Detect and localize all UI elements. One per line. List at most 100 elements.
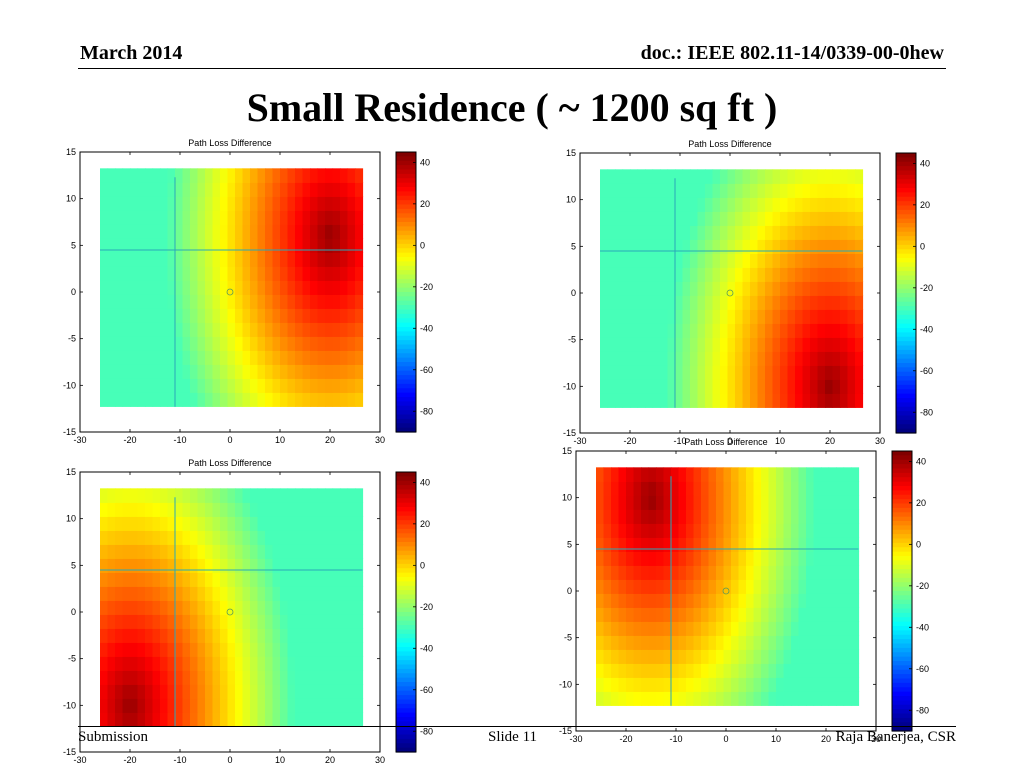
heatmap-cell: [257, 628, 266, 643]
heatmap-cell: [227, 544, 236, 559]
heatmap-cell: [280, 364, 289, 379]
heatmap-cell: [250, 488, 259, 503]
colorbar-segment: [892, 722, 912, 728]
heatmap-cell: [825, 351, 834, 366]
heatmap-cell: [317, 378, 326, 393]
heatmap-cell: [265, 364, 274, 379]
heatmap-cell: [137, 238, 146, 253]
heatmap-cell: [663, 481, 672, 496]
heatmap-cell: [855, 351, 864, 366]
heatmap-cell: [205, 336, 214, 351]
heatmap-cell: [242, 238, 251, 253]
heatmap-cell: [656, 649, 665, 664]
heatmap-cell: [832, 351, 841, 366]
heatmap-cell: [723, 509, 732, 524]
heatmap-cell: [813, 495, 822, 510]
heatmap-cell: [100, 294, 109, 309]
heatmap-cell: [137, 210, 146, 225]
heatmap-cell: [738, 509, 747, 524]
heatmap-cell: [182, 544, 191, 559]
heatmap-cell: [690, 337, 699, 352]
heatmap-cell: [712, 225, 721, 240]
heatmap-cell: [836, 509, 845, 524]
colorbar-segment: [396, 568, 416, 574]
colorbar-segment: [896, 332, 916, 338]
heatmap-cell: [753, 551, 762, 566]
heatmap-cell: [332, 392, 341, 407]
heatmap-cell: [257, 642, 266, 657]
heatmap-cell: [667, 351, 676, 366]
heatmap-cell: [772, 225, 781, 240]
heatmap-cell: [716, 691, 725, 706]
heatmap-cell: [855, 281, 864, 296]
heatmap-cell: [637, 281, 646, 296]
heatmap-cell: [167, 224, 176, 239]
heatmap-cell: [100, 684, 109, 699]
heatmap-cell: [175, 586, 184, 601]
heatmap-cell: [115, 614, 124, 629]
heatmap-cell: [130, 224, 139, 239]
heatmap-cell: [227, 628, 236, 643]
heatmap-cell: [795, 309, 804, 324]
heatmap-cell: [701, 495, 710, 510]
heatmap-cell: [716, 663, 725, 678]
colorbar-segment: [896, 201, 916, 207]
heatmap-cell: [347, 656, 356, 671]
heatmap-cell: [190, 182, 199, 197]
heatmap-cell: [618, 579, 627, 594]
colorbar-segment: [396, 152, 416, 157]
heatmap-cell: [712, 169, 721, 184]
heatmap-cell: [746, 579, 755, 594]
heatmap-cell: [317, 308, 326, 323]
heatmap-cell: [130, 572, 139, 587]
colorbar-tick-label: 40: [420, 477, 430, 487]
heatmap-cell: [340, 280, 349, 295]
heatmap-cell: [332, 656, 341, 671]
heatmap-cell: [235, 364, 244, 379]
heatmap-cell: [332, 558, 341, 573]
heatmap-cell: [160, 516, 169, 531]
heatmap-cell: [265, 586, 274, 601]
heatmap-cell: [122, 516, 131, 531]
plot-title: Path Loss Difference: [188, 458, 271, 468]
heatmap-cell: [137, 378, 146, 393]
heatmap-cell: [735, 197, 744, 212]
heatmap-cell: [742, 253, 751, 268]
heatmap-cell: [287, 336, 296, 351]
heatmap-cell: [257, 516, 266, 531]
y-tick-label: 15: [66, 147, 76, 157]
heatmap-cell: [596, 649, 605, 664]
heatmap-cell: [693, 663, 702, 678]
heatmap-cell: [130, 322, 139, 337]
heatmap-cell: [347, 210, 356, 225]
heatmap-cell: [115, 322, 124, 337]
heatmap-cell: [768, 551, 777, 566]
colorbar-segment: [396, 472, 416, 477]
heatmap-cell: [603, 551, 612, 566]
heatmap-cell: [212, 350, 221, 365]
heatmap-cell: [325, 656, 334, 671]
heatmap-cell: [160, 182, 169, 197]
heatmap-cell: [160, 364, 169, 379]
heatmap-cell: [765, 281, 774, 296]
heatmap-cell: [855, 393, 864, 408]
heatmap-cell: [615, 379, 624, 394]
heatmap-cell: [145, 586, 154, 601]
heatmap-cell: [791, 565, 800, 580]
heatmap-cell: [107, 488, 116, 503]
heatmap-cell: [791, 649, 800, 664]
heatmap-cell: [182, 280, 191, 295]
heatmap-cell: [840, 295, 849, 310]
heatmap-cell: [272, 350, 281, 365]
heatmap-cell: [235, 600, 244, 615]
heatmap-cell: [746, 649, 755, 664]
heatmap-cell: [742, 239, 751, 254]
heatmap-cell: [727, 281, 736, 296]
heatmap-cell: [332, 488, 341, 503]
colorbar-segment: [892, 494, 912, 500]
heatmap-cell: [152, 392, 161, 407]
heatmap-cell: [851, 565, 860, 580]
heatmap-cell: [716, 495, 725, 510]
heatmap-cell: [716, 509, 725, 524]
heatmap-cell: [603, 495, 612, 510]
